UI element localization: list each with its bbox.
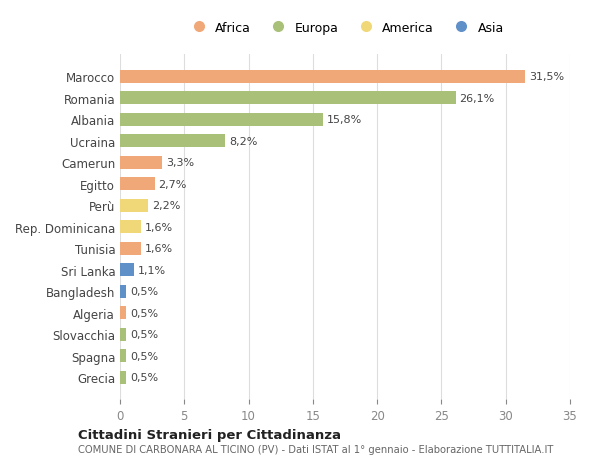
Text: 0,5%: 0,5% xyxy=(130,330,158,339)
Text: 0,5%: 0,5% xyxy=(130,308,158,318)
Bar xyxy=(120,199,148,212)
Bar xyxy=(120,157,163,169)
Text: 1,1%: 1,1% xyxy=(138,265,166,275)
Text: 15,8%: 15,8% xyxy=(327,115,362,125)
Bar xyxy=(120,221,140,234)
Text: 2,7%: 2,7% xyxy=(158,179,187,189)
Text: 1,6%: 1,6% xyxy=(145,222,173,232)
Text: 31,5%: 31,5% xyxy=(529,72,564,82)
Bar xyxy=(120,285,127,298)
Bar xyxy=(120,92,455,105)
Text: 0,5%: 0,5% xyxy=(130,372,158,382)
Text: 3,3%: 3,3% xyxy=(166,158,194,168)
Bar xyxy=(120,371,127,384)
Text: 8,2%: 8,2% xyxy=(229,136,257,146)
Text: 26,1%: 26,1% xyxy=(460,94,494,104)
Text: 0,5%: 0,5% xyxy=(130,286,158,297)
Text: Cittadini Stranieri per Cittadinanza: Cittadini Stranieri per Cittadinanza xyxy=(78,428,341,441)
Bar xyxy=(120,242,140,255)
Bar xyxy=(120,328,127,341)
Text: COMUNE DI CARBONARA AL TICINO (PV) - Dati ISTAT al 1° gennaio - Elaborazione TUT: COMUNE DI CARBONARA AL TICINO (PV) - Dat… xyxy=(78,444,553,454)
Legend: Africa, Europa, America, Asia: Africa, Europa, America, Asia xyxy=(181,17,509,39)
Bar xyxy=(120,349,127,362)
Bar xyxy=(120,178,155,191)
Bar xyxy=(120,263,134,276)
Bar xyxy=(120,113,323,127)
Bar xyxy=(120,135,226,148)
Bar xyxy=(120,71,525,84)
Text: 2,2%: 2,2% xyxy=(152,201,181,211)
Text: 0,5%: 0,5% xyxy=(130,351,158,361)
Bar xyxy=(120,307,127,319)
Text: 1,6%: 1,6% xyxy=(145,244,173,254)
